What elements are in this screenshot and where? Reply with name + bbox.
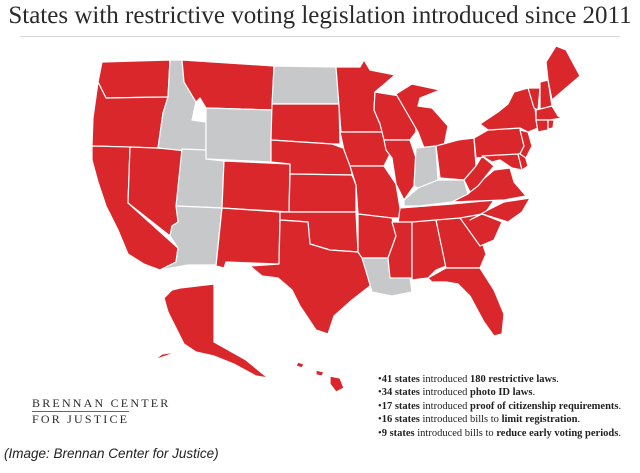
state-wyoming bbox=[205, 107, 273, 163]
legend-bullet: • bbox=[378, 400, 382, 412]
state-michigan bbox=[395, 83, 449, 149]
state-west-virginia bbox=[463, 155, 495, 193]
state-north-carolina bbox=[469, 197, 531, 223]
state-alaska bbox=[153, 283, 269, 379]
legend-end: . bbox=[532, 387, 536, 399]
state-montana bbox=[181, 59, 275, 111]
logo-line-2: FOR JUSTICE bbox=[32, 411, 130, 426]
legend-bullet: • bbox=[378, 387, 382, 399]
legend-count: 41 states bbox=[381, 374, 420, 385]
map-title: States with restrictive voting legislati… bbox=[8, 2, 632, 29]
state-new-mexico bbox=[215, 207, 281, 269]
legend-text: introduced bbox=[419, 400, 471, 412]
state-maine bbox=[545, 45, 581, 101]
state-rhode-island bbox=[547, 119, 555, 130]
legend-text: introduced bills to bbox=[419, 414, 502, 426]
legend-highlight: proof of citizenship requirements bbox=[470, 400, 619, 412]
legend-highlight: reduce early voting periods bbox=[496, 427, 619, 439]
state-washington bbox=[97, 59, 171, 99]
state-florida bbox=[427, 267, 505, 337]
legend-item: •34 states introduced photo ID laws. bbox=[378, 386, 633, 399]
state-colorado bbox=[221, 160, 291, 213]
legend-item: •9 states introduced bills to reduce ear… bbox=[378, 427, 633, 440]
legend-item: •17 states introduced proof of citizensh… bbox=[378, 400, 633, 413]
image-caption: (Image: Brennan Center for Justice) bbox=[4, 446, 219, 461]
legend-text: introduced bbox=[419, 374, 471, 385]
legend-item: •16 states introduced bills to limit reg… bbox=[378, 413, 633, 426]
state-hawaii bbox=[295, 361, 345, 393]
title-divider bbox=[20, 36, 620, 37]
legend-text: introduced bbox=[419, 387, 471, 399]
legend-highlight: photo ID laws bbox=[470, 387, 533, 399]
legend-text: introduced bills to bbox=[414, 427, 497, 439]
state-new-york bbox=[479, 87, 539, 133]
legend-count: 9 states bbox=[381, 427, 415, 439]
legend-count: 17 states bbox=[381, 400, 420, 412]
legend-end: . bbox=[618, 400, 622, 412]
state-north-dakota bbox=[271, 65, 340, 105]
legend: •41 states introduced 180 restrictive la… bbox=[378, 373, 633, 440]
legend-item: •41 states introduced 180 restrictive la… bbox=[378, 373, 633, 386]
legend-end: . bbox=[556, 374, 559, 385]
legend-bullet: • bbox=[378, 414, 382, 426]
legend-end: . bbox=[618, 427, 621, 439]
state-south-dakota bbox=[270, 103, 341, 145]
state-kansas bbox=[288, 173, 357, 213]
state-connecticut bbox=[535, 119, 549, 133]
state-texas bbox=[249, 219, 371, 335]
legend-bullet: • bbox=[378, 427, 382, 439]
legend-highlight: 180 restrictive laws bbox=[470, 374, 557, 385]
brennan-center-logo: BRENNAN CENTER FOR JUSTICE bbox=[32, 397, 170, 426]
legend-count: 34 states bbox=[381, 387, 420, 399]
logo-line-1: BRENNAN CENTER bbox=[32, 396, 171, 410]
legend-bullet: • bbox=[378, 374, 382, 385]
legend-end: . bbox=[577, 414, 581, 426]
state-south-carolina bbox=[459, 213, 503, 247]
legend-highlight: limit registration bbox=[501, 414, 578, 426]
legend-count: 16 states bbox=[381, 414, 420, 426]
